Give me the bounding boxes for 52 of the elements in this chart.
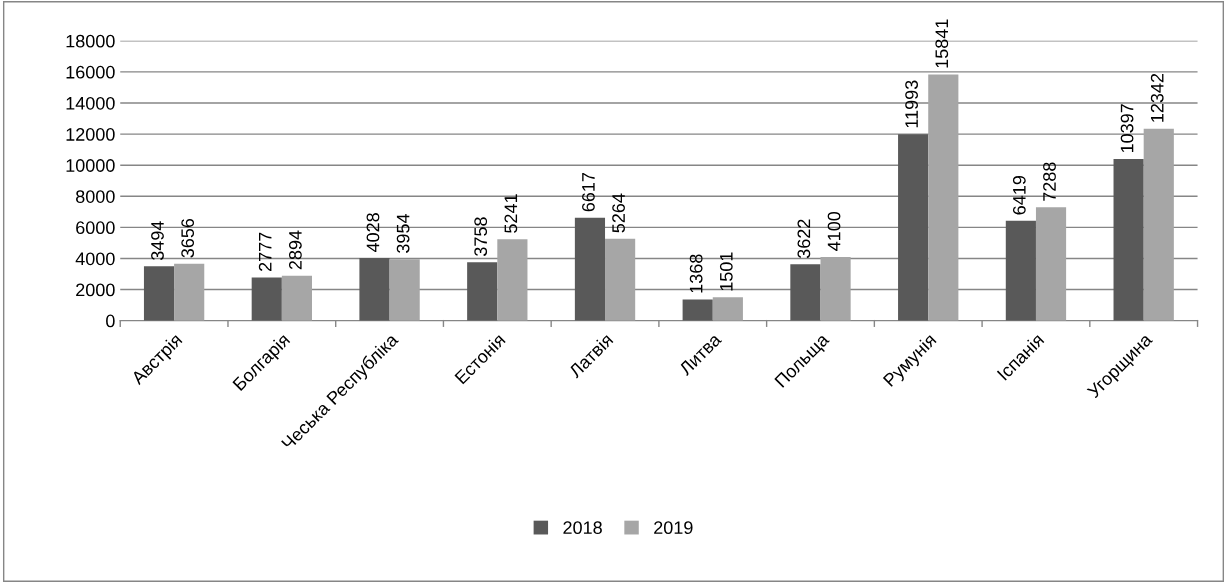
bar	[1035, 207, 1067, 321]
data-label: 4028	[366, 213, 380, 253]
bar	[682, 299, 713, 321]
data-label: 11993	[905, 80, 918, 128]
data-label: 6419	[1012, 175, 1026, 215]
bar	[174, 263, 205, 321]
bar	[928, 74, 959, 321]
data-label: 3622	[797, 219, 811, 259]
bar	[712, 297, 743, 321]
bar	[574, 217, 606, 321]
data-label: 3954	[396, 213, 410, 253]
bar	[1113, 159, 1144, 321]
y-tick-label: 16000	[66, 65, 115, 79]
y-tick-label: 2000	[76, 283, 115, 297]
bar	[1143, 128, 1174, 321]
data-label: 7288	[1043, 162, 1056, 201]
data-label: 1368	[689, 254, 703, 293]
y-tick-label: 14000	[66, 96, 115, 110]
bar	[898, 134, 929, 321]
data-label: 5241	[504, 194, 518, 233]
bar	[359, 258, 390, 321]
bar	[1005, 220, 1036, 321]
data-label: 3656	[181, 218, 195, 258]
data-label: 1501	[719, 252, 733, 291]
y-tick-label: 4000	[75, 252, 115, 266]
legend-label: 2019	[654, 521, 693, 535]
y-tick-label: 10000	[66, 159, 115, 172]
data-label: 3758	[474, 217, 488, 256]
y-tick-label: 12000	[66, 128, 115, 141]
data-label: 2894	[288, 230, 302, 270]
data-label: 3494	[151, 221, 164, 261]
data-label: 6617	[582, 172, 595, 212]
bar	[389, 259, 420, 321]
bar	[605, 238, 636, 321]
bar	[251, 277, 282, 321]
data-label: 15841	[935, 19, 949, 68]
bar	[143, 266, 175, 321]
data-label: 12342	[1150, 73, 1164, 122]
y-tick-label: 0	[106, 314, 115, 328]
bar	[467, 262, 498, 321]
bar	[790, 264, 821, 321]
y-tick-label: 8000	[76, 190, 115, 203]
data-label: 4100	[827, 211, 841, 251]
data-label: 10397	[1120, 104, 1134, 153]
y-tick-label: 18000	[66, 34, 115, 48]
y-tick-label: 6000	[76, 221, 115, 235]
data-label: 5264	[612, 193, 625, 233]
legend-label: 2018	[563, 521, 602, 535]
bar	[820, 256, 851, 321]
bar	[497, 239, 528, 321]
data-label: 2777	[258, 232, 272, 272]
bar	[281, 275, 313, 321]
